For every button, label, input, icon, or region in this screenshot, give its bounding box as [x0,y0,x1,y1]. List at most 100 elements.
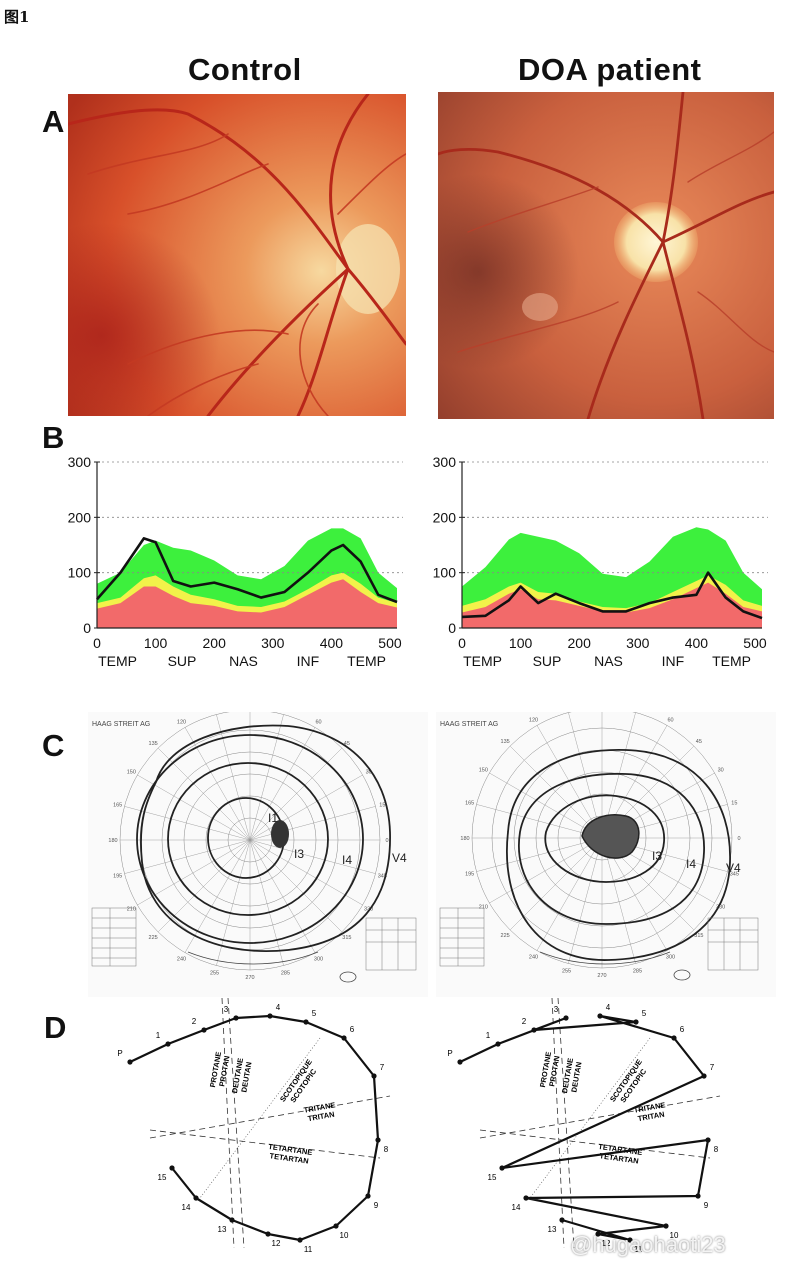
deutan-axis [221,998,235,1249]
cap-number-label: 2 [192,1017,197,1026]
cap-number-label: 9 [374,1201,379,1210]
isopter-label-i3: I3 [652,849,662,863]
meridian-line [249,727,316,841]
scotopic-axis [529,1037,651,1199]
meridian-degree-label: 60 [315,719,321,725]
cap-number-label: 10 [670,1231,679,1240]
cap-point [595,1231,601,1237]
goldmann-perimetry-doa-patient: HAAG STREIT AG 7590105120135150165180195… [436,712,776,997]
meridian-degree-label: 150 [479,768,488,774]
cap-number-label: 5 [642,1009,647,1018]
sector-label: TEMP [347,653,386,669]
meridian-degree-label: 180 [460,836,469,842]
meridian-degree-label: 345 [730,871,739,877]
abnormal-band-red [97,579,397,628]
cap-point [597,1013,603,1019]
x-tick-label: 100 [509,635,533,651]
cap-point [229,1217,235,1223]
cap-number-label: P [117,1049,122,1058]
x-tick-label: 200 [568,635,592,651]
cap-point [633,1019,639,1025]
abnormal-band-red [462,582,762,628]
cap-number-label: 6 [350,1025,355,1034]
x-tick-label: 0 [458,635,466,651]
meridian-line [184,727,251,841]
meridian-line [137,774,251,841]
x-tick-label: 0 [93,635,101,651]
rnfl-thickness-line [461,571,763,620]
cap-number-label: 15 [488,1173,497,1182]
cap-point [457,1059,463,1065]
cap-point [233,1015,239,1021]
cap-number-label: 11 [634,1245,643,1254]
meridian-degree-label: 315 [694,933,703,939]
meridian-degree-label: 60 [667,717,673,723]
x-tick-label: 300 [626,635,650,651]
isopter-label-i4: I4 [342,853,352,867]
cap-point [499,1165,505,1171]
cap-number-label: 12 [602,1239,611,1248]
meridian-degree-label: 120 [177,719,186,725]
meridian-line [137,839,251,906]
sector-label: SUP [168,653,197,669]
sector-label: TEMP [463,653,502,669]
cap-point [671,1035,677,1041]
rnfl-chart-control: 0 100 200 300 0 100 200 300 400 500 TEMP SUP NAS INF T… [68,454,403,669]
cap-point [663,1223,669,1229]
cap-number-label: P [447,1049,452,1058]
meridian-line [476,804,603,839]
cap-number-label: 2 [522,1017,527,1026]
meridian-line [184,839,251,953]
perimetry-brand-label: HAAG STREIT AG [440,721,498,728]
cap-point [193,1195,199,1201]
meridian-degree-label: 0 [385,838,388,844]
meridian-line [249,839,316,953]
sector-label: NAS [229,653,258,669]
cap-point [375,1137,381,1143]
x-tick-label: 300 [261,635,285,651]
cap-number-label: 3 [224,1005,229,1014]
meridian-degree-label: 285 [281,970,290,976]
panel-label-d: D [44,1010,67,1045]
meridian-line [249,839,376,874]
cap-point [559,1217,565,1223]
tritan-axis [149,1095,391,1139]
meridian-line [568,837,603,964]
column-title-doa-patient: DOA patient [518,52,702,87]
cap-point [701,1073,707,1079]
sector-label: SUP [533,653,562,669]
meridian-line [124,806,251,841]
x-tick-label: 200 [203,635,227,651]
protan-axis [557,998,575,1249]
isopter-label-i4: I4 [686,857,696,871]
meridian-degree-label: 45 [696,739,702,745]
meridian-degree-label: 255 [562,968,571,974]
fundus-image-control [68,94,406,416]
cap-number-label: 8 [714,1145,719,1154]
cap-number-label: 15 [158,1173,167,1182]
y-tick-label: 0 [448,620,456,636]
panel-label-b: B [42,420,65,455]
meridian-line [249,774,363,841]
sector-label: NAS [594,653,623,669]
meridian-degree-label: 330 [716,905,725,911]
meridian-degree-label: 300 [314,957,323,963]
watermark: @hugaohaoti23 [570,1232,726,1257]
meridian-degree-label: 15 [731,801,737,807]
meridian-degree-label: 240 [177,957,186,963]
goldmann-perimetry-control: HAAG STREIT AG 7590105120135150165180195… [88,712,428,997]
x-tick-label: 100 [144,635,168,651]
meridian-degree-label: 30 [366,770,372,776]
cap-number-label: 9 [704,1201,709,1210]
cap-number-label: 4 [276,1003,281,1012]
cap-number-label: 3 [554,1005,559,1014]
meridian-degree-label: 165 [465,801,474,807]
cap-point [165,1041,171,1047]
meridian-line [568,712,603,839]
cap-point [365,1193,371,1199]
x-tick-label: 400 [685,635,709,651]
y-tick-label: 200 [433,509,457,525]
meridian-degree-label: 15 [379,803,385,809]
tetartan-axis [479,1129,711,1159]
